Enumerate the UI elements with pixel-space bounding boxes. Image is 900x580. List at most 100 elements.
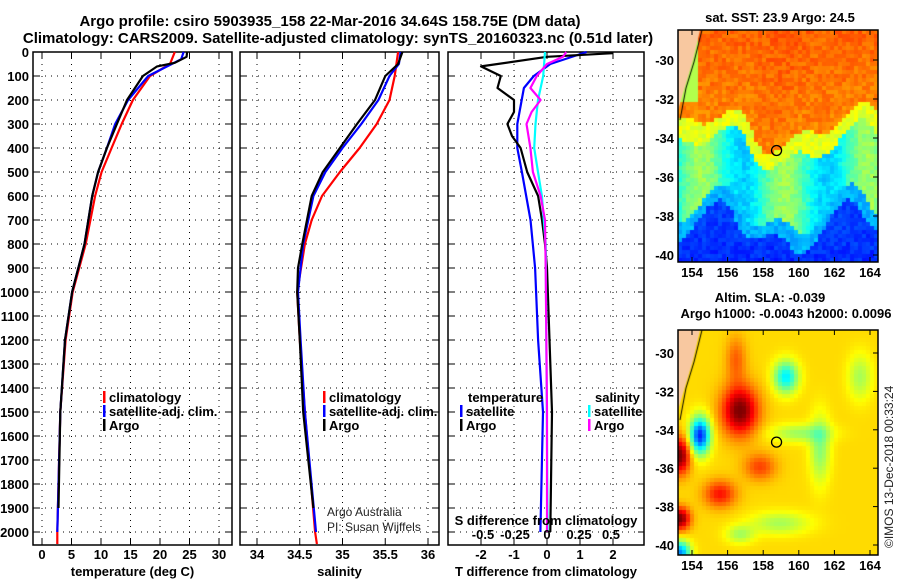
legend-label: climatology <box>109 390 182 405</box>
legend-label: climatology <box>329 390 402 405</box>
sla-map <box>678 330 878 555</box>
map-lon-label: 156 <box>717 265 739 280</box>
map-lon-label: 158 <box>752 265 774 280</box>
legend-swatch <box>588 419 591 431</box>
map-frame <box>677 29 879 263</box>
map-lon-label: 164 <box>859 265 881 280</box>
map-lat-label: -32 <box>655 384 674 399</box>
legend-swatch <box>103 419 106 431</box>
x-tick-label: -1 <box>508 547 520 562</box>
map-lon-label: 154 <box>681 265 703 280</box>
s-tick-label: 0.25 <box>566 527 591 542</box>
x-tick-label: 35.5 <box>373 547 398 562</box>
credit-line1: Argo Australia <box>327 505 402 519</box>
argo-profile-marker <box>770 144 783 157</box>
x-tick-label: 0 <box>543 547 550 562</box>
s-tick-label: 0.5 <box>602 527 620 542</box>
legend-swatch <box>103 391 106 403</box>
map-lat-label: -30 <box>655 346 674 361</box>
map-lon-label: 158 <box>752 558 774 573</box>
legend-label: satellite-adj. clim. <box>329 404 437 419</box>
depth-tick-label: 700 <box>7 213 29 228</box>
map-lat-label: -40 <box>655 248 674 263</box>
depth-tick-label: 1300 <box>0 357 29 372</box>
legend-label: satellite <box>594 404 642 419</box>
map-title: Altim. SLA: -0.039 <box>715 290 826 305</box>
legend-label: Argo <box>109 418 139 433</box>
map-lat-label: -38 <box>655 500 674 515</box>
map-title: sat. SST: 23.9 Argo: 24.5 <box>705 10 855 25</box>
legend-title-temperature: temperature <box>468 390 543 405</box>
s-tick-label: -0.5 <box>472 527 494 542</box>
depth-tick-label: 1700 <box>0 453 29 468</box>
imos-timestamp: ©IMOS 13-Dec-2018 00:33:24 <box>882 385 896 548</box>
depth-tick-label: 300 <box>7 117 29 132</box>
depth-tick-label: 100 <box>7 69 29 84</box>
map-lat-label: -38 <box>655 209 674 224</box>
depth-tick-label: 1200 <box>0 333 29 348</box>
depth-tick-label: 1600 <box>0 429 29 444</box>
panel-frame-3 <box>447 51 645 546</box>
series-line-satellite-adj-clim- <box>56 51 185 533</box>
depth-tick-label: 2000 <box>0 525 29 540</box>
map-lon-label: 154 <box>681 558 703 573</box>
map-lat-label: -30 <box>655 53 674 68</box>
x-tick-label: 10 <box>94 547 108 562</box>
x-tick-label: -2 <box>475 547 487 562</box>
x-tick-label: 35 <box>335 547 349 562</box>
depth-tick-label: 600 <box>7 189 29 204</box>
map-lon-label: 156 <box>717 558 739 573</box>
s-tick-label: -0.25 <box>500 527 530 542</box>
panel-frame-2 <box>239 51 440 546</box>
map-lat-label: -32 <box>655 92 674 107</box>
series-line-argo <box>57 51 189 509</box>
map-lon-label: 160 <box>788 265 810 280</box>
map-lat-label: -34 <box>655 131 675 146</box>
depth-tick-label: 1500 <box>0 405 29 420</box>
depth-tick-label: 1400 <box>0 381 29 396</box>
depth-tick-label: 1000 <box>0 285 29 300</box>
x-tick-label: 5 <box>68 547 75 562</box>
depth-tick-label: 500 <box>7 165 29 180</box>
depth-tick-label: 200 <box>7 93 29 108</box>
legend-swatch <box>323 391 326 403</box>
depth-tick-label: 400 <box>7 141 29 156</box>
title-line2: Climatology: CARS2009. Satellite-adjuste… <box>23 30 653 47</box>
map-lon-label: 162 <box>824 265 846 280</box>
legend-title-salinity: salinity <box>595 390 641 405</box>
legend-label: Argo <box>329 418 359 433</box>
map-lon-label: 162 <box>824 558 846 573</box>
x-axis-label: T difference from climatology <box>455 564 638 579</box>
legend-swatch <box>103 405 106 417</box>
series-line-s-argo <box>525 51 568 532</box>
legend-swatch <box>323 405 326 417</box>
map-title: Argo h1000: -0.0043 h2000: 0.0096 <box>680 306 891 321</box>
map-lat-label: -36 <box>655 461 674 476</box>
x-tick-label: 20 <box>153 547 167 562</box>
depth-tick-label: 900 <box>7 261 29 276</box>
legend-swatch <box>460 419 463 431</box>
legend-label: Argo <box>594 418 624 433</box>
map-frame <box>677 329 879 556</box>
x-tick-label: 0 <box>38 547 45 562</box>
x-tick-label: 15 <box>123 547 137 562</box>
x-tick-label: 25 <box>182 547 196 562</box>
depth-tick-label: 1100 <box>1 309 29 324</box>
x-tick-label: 34 <box>250 547 265 562</box>
series-line-climatology <box>296 51 400 545</box>
x-tick-label: 34.5 <box>287 547 312 562</box>
depth-tick-label: 800 <box>7 237 29 252</box>
x-tick-label: 36 <box>421 547 435 562</box>
x-tick-label: 1 <box>576 547 583 562</box>
map-lat-label: -36 <box>655 170 674 185</box>
depth-tick-label: 1800 <box>0 477 29 492</box>
series-line-argo <box>296 51 404 509</box>
legend-label: satellite <box>466 404 514 419</box>
map-lat-label: -34 <box>655 423 675 438</box>
s-tick-label: 0 <box>543 527 550 542</box>
depth-tick-label: 0 <box>22 45 29 60</box>
x-axis-label: temperature (deg C) <box>71 564 195 579</box>
legend-swatch <box>460 405 463 417</box>
